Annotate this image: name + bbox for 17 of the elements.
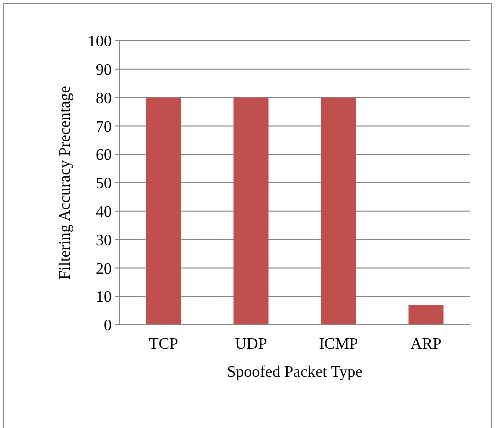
y-tick-label: 20 bbox=[96, 260, 112, 278]
y-tick-label: 0 bbox=[104, 318, 112, 335]
y-tick-label: 10 bbox=[96, 289, 112, 306]
y-tick-label: 50 bbox=[96, 176, 112, 193]
x-tick-label: TCP bbox=[149, 336, 179, 353]
x-axis-title: Spoofed Packet Type bbox=[227, 364, 363, 381]
y-axis-title: Filtering Accuracy Precentage bbox=[57, 86, 74, 280]
y-tick-label: 60 bbox=[96, 147, 112, 164]
y-tick-label: 70 bbox=[96, 118, 112, 136]
y-tick-label: 30 bbox=[96, 232, 112, 250]
y-tick-label: 100 bbox=[88, 34, 112, 51]
y-tick-label: 80 bbox=[96, 90, 112, 108]
x-tick-label: UDP bbox=[235, 336, 268, 353]
y-tick-label: 90 bbox=[96, 62, 112, 79]
y-tick-label: 40 bbox=[96, 204, 112, 221]
x-tick-label: ICMP bbox=[319, 336, 358, 353]
x-tick-label: ARP bbox=[410, 336, 442, 353]
